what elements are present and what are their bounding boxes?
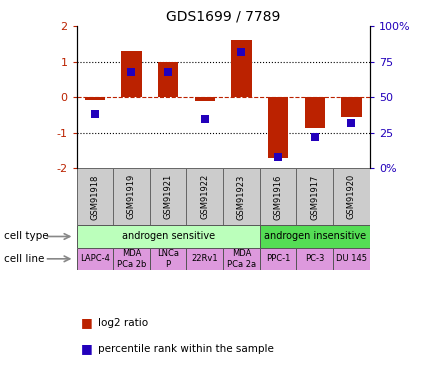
Text: log2 ratio: log2 ratio xyxy=(98,318,148,327)
Text: 22Rv1: 22Rv1 xyxy=(192,254,218,263)
Bar xyxy=(296,248,333,270)
Bar xyxy=(223,248,260,270)
Text: GSM91917: GSM91917 xyxy=(310,174,319,219)
Bar xyxy=(113,168,150,225)
Bar xyxy=(76,168,113,225)
Text: DU 145: DU 145 xyxy=(336,254,367,263)
Bar xyxy=(195,98,215,101)
Bar xyxy=(305,98,325,128)
Bar xyxy=(150,248,187,270)
Bar xyxy=(333,168,370,225)
Text: cell type: cell type xyxy=(4,231,49,242)
Point xyxy=(238,49,245,55)
Text: MDA
PCa 2b: MDA PCa 2b xyxy=(117,249,146,268)
Point xyxy=(201,116,208,122)
Point xyxy=(91,111,98,117)
Bar xyxy=(260,248,296,270)
Text: cell line: cell line xyxy=(4,254,45,264)
Bar xyxy=(187,168,223,225)
Bar xyxy=(296,168,333,225)
Text: ■: ■ xyxy=(81,316,93,329)
Bar xyxy=(113,248,150,270)
Point xyxy=(348,120,355,126)
Bar xyxy=(122,51,142,98)
Bar xyxy=(260,168,296,225)
Text: GSM91919: GSM91919 xyxy=(127,174,136,219)
Text: ■: ■ xyxy=(81,342,93,355)
Bar xyxy=(333,248,370,270)
Text: percentile rank within the sample: percentile rank within the sample xyxy=(98,344,274,354)
Text: MDA
PCa 2a: MDA PCa 2a xyxy=(227,249,256,268)
Text: PPC-1: PPC-1 xyxy=(266,254,290,263)
Bar xyxy=(223,168,260,225)
Text: LNCa
P: LNCa P xyxy=(157,249,179,268)
Bar xyxy=(231,40,252,98)
Bar xyxy=(85,98,105,100)
Text: GSM91923: GSM91923 xyxy=(237,174,246,219)
Bar xyxy=(158,62,178,98)
Point xyxy=(128,69,135,75)
Bar xyxy=(187,248,223,270)
Bar xyxy=(76,225,260,248)
Point xyxy=(275,154,281,160)
Bar xyxy=(150,168,187,225)
Text: androgen sensitive: androgen sensitive xyxy=(122,231,215,242)
Bar xyxy=(268,98,288,158)
Point xyxy=(312,134,318,140)
Text: PC-3: PC-3 xyxy=(305,254,324,263)
Point xyxy=(165,69,172,75)
Bar xyxy=(341,98,362,117)
Text: GSM91920: GSM91920 xyxy=(347,174,356,219)
Bar xyxy=(260,225,370,248)
Text: GSM91921: GSM91921 xyxy=(164,174,173,219)
Text: GSM91916: GSM91916 xyxy=(274,174,283,219)
Text: LAPC-4: LAPC-4 xyxy=(80,254,110,263)
Text: androgen insensitive: androgen insensitive xyxy=(264,231,366,242)
Text: GSM91922: GSM91922 xyxy=(200,174,209,219)
Text: GSM91918: GSM91918 xyxy=(91,174,99,219)
Bar xyxy=(76,248,113,270)
Title: GDS1699 / 7789: GDS1699 / 7789 xyxy=(166,10,280,24)
